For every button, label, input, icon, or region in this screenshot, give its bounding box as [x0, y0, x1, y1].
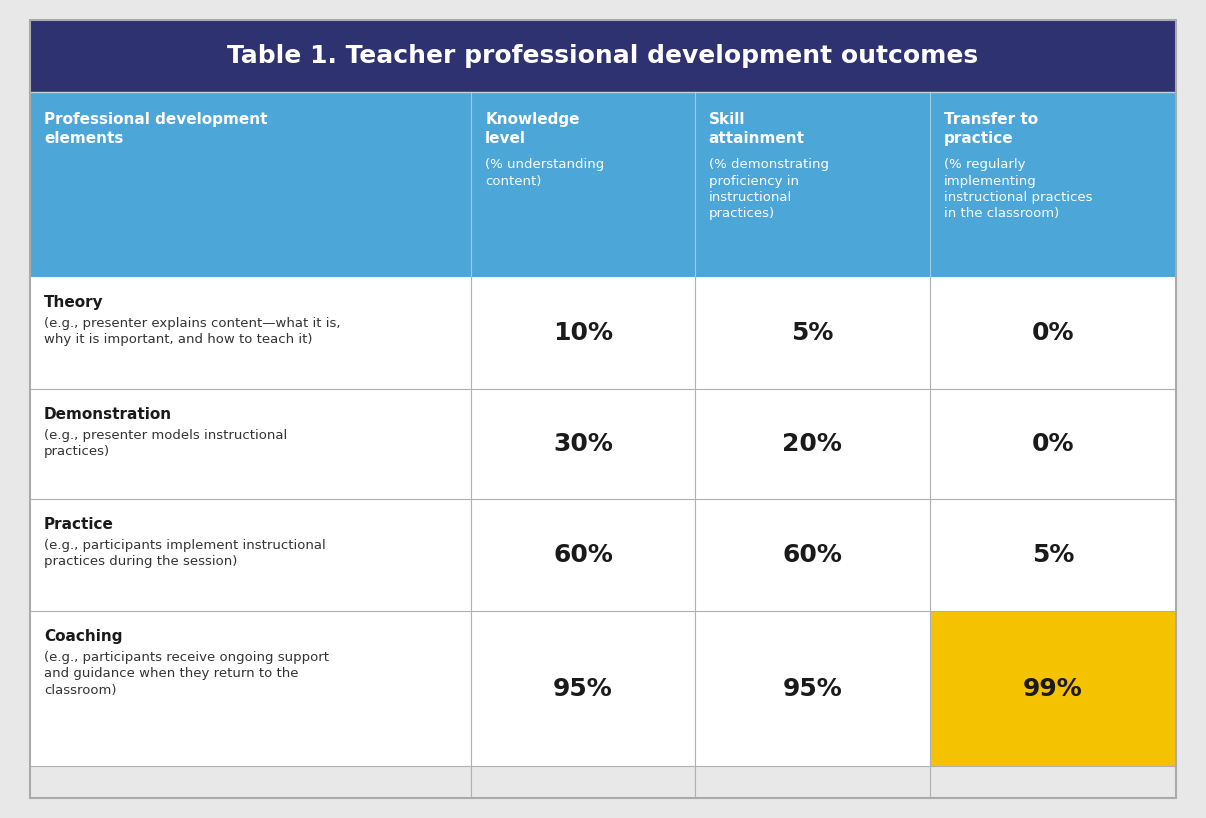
Text: 20%: 20% [783, 432, 842, 456]
Text: (e.g., participants receive ongoing support
and guidance when they return to the: (e.g., participants receive ongoing supp… [43, 651, 329, 697]
Text: 5%: 5% [1031, 543, 1075, 567]
Text: Professional development
elements: Professional development elements [43, 112, 268, 146]
Text: Demonstration: Demonstration [43, 407, 172, 422]
Text: 95%: 95% [554, 676, 613, 700]
Text: Coaching: Coaching [43, 629, 123, 644]
Text: Skill
attainment: Skill attainment [709, 112, 804, 146]
Bar [30, 20, 1176, 92]
Text: 99%: 99% [1023, 676, 1083, 700]
Text: 60%: 60% [554, 543, 613, 567]
Text: Theory: Theory [43, 295, 104, 310]
Bar [930, 611, 1176, 766]
Text: Knowledge
level: Knowledge level [485, 112, 580, 146]
Bar [30, 499, 1176, 611]
Text: 5%: 5% [791, 321, 833, 345]
Text: 60%: 60% [783, 543, 842, 567]
Text: Table 1. Teacher professional development outcomes: Table 1. Teacher professional developmen… [228, 44, 978, 68]
Text: 30%: 30% [554, 432, 613, 456]
Text: 0%: 0% [1031, 321, 1075, 345]
Text: (e.g., presenter models instructional
practices): (e.g., presenter models instructional pr… [43, 429, 287, 459]
Text: 10%: 10% [552, 321, 613, 345]
Text: (e.g., presenter explains content—what it is,
why it is important, and how to te: (e.g., presenter explains content—what i… [43, 317, 340, 347]
Bar [30, 92, 1176, 277]
Text: 0%: 0% [1031, 432, 1075, 456]
Text: Practice: Practice [43, 517, 113, 532]
Bar [30, 611, 1176, 766]
Text: (e.g., participants implement instructional
practices during the session): (e.g., participants implement instructio… [43, 539, 326, 569]
Bar [30, 389, 1176, 499]
Text: (% understanding
content): (% understanding content) [485, 158, 604, 187]
Text: (% demonstrating
proficiency in
instructional
practices): (% demonstrating proficiency in instruct… [709, 158, 829, 221]
Text: (% regularly
implementing
instructional practices
in the classroom): (% regularly implementing instructional … [943, 158, 1093, 221]
Text: Transfer to
practice: Transfer to practice [943, 112, 1037, 146]
Text: 95%: 95% [783, 676, 842, 700]
Bar [30, 277, 1176, 389]
